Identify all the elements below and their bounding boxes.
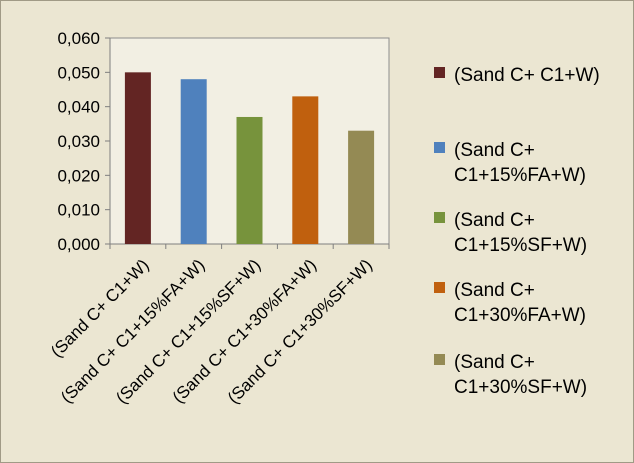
bar — [348, 130, 375, 244]
y-tick-label: 0,010 — [57, 201, 100, 220]
legend-swatch — [434, 282, 445, 293]
y-tick-label: 0,060 — [57, 29, 100, 48]
bar — [292, 96, 319, 244]
y-tick-label: 0,040 — [57, 98, 100, 117]
legend-label: C1+30%FA+W) — [454, 305, 586, 326]
legend-swatch — [434, 354, 445, 365]
legend-swatch — [434, 142, 445, 153]
bar — [180, 79, 207, 244]
y-tick-label: 0,030 — [57, 132, 100, 151]
legend-label: C1+15%SF+W) — [454, 235, 587, 256]
bar — [236, 116, 263, 244]
y-tick-label: 0,000 — [57, 235, 100, 254]
y-tick-label: 0,050 — [57, 63, 100, 82]
legend-label: (Sand C+ — [454, 210, 535, 231]
legend-label: (Sand C+ — [454, 140, 535, 161]
legend-label: C1+30%SF+W) — [454, 377, 587, 398]
legend-label: (Sand C+ — [454, 352, 535, 373]
bar — [124, 72, 151, 244]
x-category-label: (Sand C+ C1+W) — [47, 255, 153, 361]
legend-label: C1+15%FA+W) — [454, 165, 586, 186]
legend-swatch — [434, 67, 445, 78]
legend-swatch — [434, 212, 445, 223]
legend-label: (Sand C+ C1+W) — [454, 65, 600, 86]
y-tick-label: 0,020 — [57, 166, 100, 185]
legend-label: (Sand C+ — [454, 280, 535, 301]
